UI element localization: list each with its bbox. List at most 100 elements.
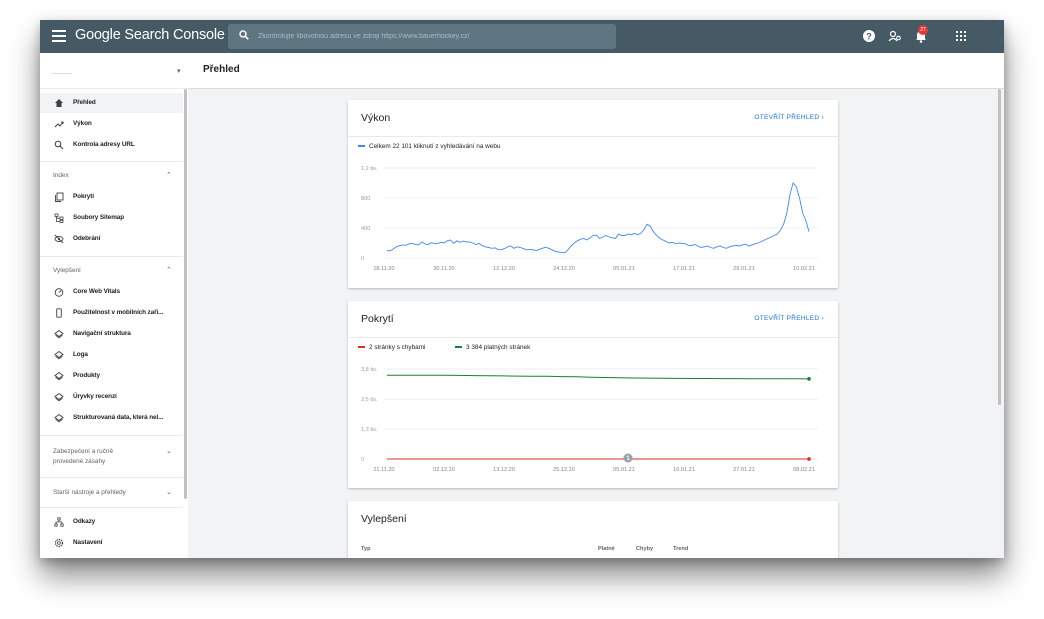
legend-clicks[interactable]: Celkem 22 101 kliknutí z vyhledávání na … bbox=[358, 143, 500, 150]
annotation-marker bbox=[623, 453, 633, 463]
search-icon bbox=[54, 140, 64, 150]
open-coverage-report-link[interactable]: OTEVŘÍT PŘEHLED › bbox=[754, 315, 824, 322]
legend-swatch bbox=[358, 346, 365, 349]
legend-valid[interactable]: 3 384 platných stránek bbox=[455, 344, 530, 351]
series-end-point bbox=[807, 457, 811, 461]
open-performance-report-link[interactable]: OTEVŘÍT PŘEHLED › bbox=[754, 114, 824, 121]
legend-errors[interactable]: 2 stránky s chybami bbox=[358, 344, 425, 351]
chevron-up-icon: ⌃ bbox=[166, 172, 172, 179]
section-legacy-tools[interactable]: Starší nástroje a přehledy ⌄ bbox=[40, 483, 183, 501]
column-header-valid: Platné bbox=[598, 546, 615, 552]
legend-label: 2 stránky s chybami bbox=[369, 344, 426, 351]
sidebar-item-sitemaps[interactable]: Soubory Sitemap bbox=[40, 208, 183, 228]
card-title: Výkon bbox=[361, 112, 391, 124]
x-tick-label: 29.01.21 bbox=[733, 266, 755, 272]
property-placeholder bbox=[52, 73, 72, 74]
link-label: OTEVŘÍT PŘEHLED bbox=[754, 315, 820, 322]
y-tick-label: 3,8 tis. bbox=[361, 367, 378, 373]
sidebar-item-review-snippets[interactable]: Úryvky recenzí bbox=[40, 387, 183, 407]
sidebar-item-label: Strukturovaná data, která nel... bbox=[73, 414, 164, 421]
sidebar-item-products[interactable]: Produkty bbox=[40, 366, 183, 386]
sidebar-item-logos[interactable]: Loga bbox=[40, 345, 183, 365]
coverage-card: Pokrytí OTEVŘÍT PŘEHLED › 2 stránky s ch… bbox=[348, 301, 838, 488]
y-tick-label: 800 bbox=[361, 196, 370, 202]
y-tick-label: 0 bbox=[361, 457, 364, 463]
layers-icon bbox=[54, 350, 64, 360]
section-title: Starší nástroje a přehledy bbox=[53, 489, 126, 496]
help-icon[interactable]: ? bbox=[862, 29, 876, 43]
y-tick-label: 1,2 tis. bbox=[361, 166, 378, 172]
apps-icon[interactable] bbox=[954, 29, 968, 43]
sidebar-item-unparsable-structured-data[interactable]: Strukturovaná data, která nel... bbox=[40, 408, 183, 428]
layers-icon bbox=[54, 392, 64, 402]
sidebar-item-label: Úryvky recenzí bbox=[73, 393, 117, 400]
sidebar-item-label: Přehled bbox=[73, 99, 96, 106]
x-tick-label: 08.02.21 bbox=[793, 467, 815, 473]
performance-chart: 0 400 800 1,2 tis. 18.11.20 30.11.20 12.12.20 2… bbox=[361, 166, 818, 272]
sidebar-item-settings[interactable]: Nastavení bbox=[40, 533, 183, 553]
chevron-down-icon: ⌄ bbox=[166, 448, 172, 455]
page-header: Přehled bbox=[188, 53, 1004, 89]
section-security[interactable]: Zabezpečení a ručně provedené zásahy ⌄ bbox=[40, 442, 183, 470]
sidebar-item-label: Výkon bbox=[73, 120, 92, 127]
notification-badge: 27 bbox=[918, 25, 928, 35]
copy-icon bbox=[55, 192, 64, 202]
main-scrollbar[interactable] bbox=[998, 89, 1001, 405]
performance-card: Výkon OTEVŘÍT PŘEHLED › Celkem 22 101 kl… bbox=[348, 100, 838, 288]
sidebar-item-label: Použitelnost v mobilních zaří... bbox=[73, 309, 164, 316]
search-input[interactable] bbox=[258, 24, 598, 49]
sidebar-item-label: Soubory Sitemap bbox=[73, 214, 125, 221]
sidebar-item-label: Pokrytí bbox=[73, 193, 94, 200]
sidebar-item-links[interactable]: Odkazy bbox=[40, 512, 183, 532]
sidebar-item-label: Kontrola adresy URL bbox=[73, 141, 135, 148]
url-inspection-search[interactable] bbox=[228, 24, 616, 49]
sidebar-item-core-web-vitals[interactable]: Core Web Vitals bbox=[40, 282, 183, 302]
section-index[interactable]: Index ⌃ bbox=[40, 166, 183, 184]
card-title: Vylepšení bbox=[361, 513, 407, 525]
legend-label: 3 384 platných stránek bbox=[466, 344, 531, 351]
legend-swatch bbox=[358, 145, 365, 148]
gauge-icon bbox=[54, 288, 64, 297]
x-tick-label: 24.12.20 bbox=[553, 266, 575, 272]
menu-icon[interactable] bbox=[52, 28, 66, 42]
section-enhancements[interactable]: Vylepšení ⌃ bbox=[40, 261, 183, 279]
enhancements-card: Vylepšení Typ Platné Chyby Trend bbox=[348, 501, 838, 558]
sidebar-item-mobile-usability[interactable]: Použitelnost v mobilních zaří... bbox=[40, 303, 183, 323]
annotation-label: 1 bbox=[626, 456, 630, 462]
series-line bbox=[386, 182, 810, 254]
sidebar: ▾ Přehled Výkon Kontrola adresy URL Inde… bbox=[40, 53, 188, 558]
x-tick-label: 21.11.20 bbox=[373, 467, 394, 473]
sidebar-item-label: Navigační struktura bbox=[73, 330, 131, 337]
divider bbox=[40, 435, 183, 436]
svg-text:?: ? bbox=[866, 31, 872, 41]
section-title: Vylepšení bbox=[53, 267, 81, 274]
users-icon[interactable] bbox=[888, 29, 902, 43]
divider bbox=[40, 507, 183, 508]
sidebar-item-url-inspection[interactable]: Kontrola adresy URL bbox=[40, 135, 183, 155]
chevron-up-icon: ⌃ bbox=[166, 267, 172, 274]
section-title-line: Zabezpečení a ručně bbox=[53, 448, 114, 455]
trending-icon bbox=[54, 121, 64, 128]
sidebar-item-breadcrumbs[interactable]: Navigační struktura bbox=[40, 324, 183, 344]
sidebar-scrollbar[interactable] bbox=[184, 89, 187, 499]
coverage-chart: 0 1,3 tis. 2,5 tis. 3,8 tis. 21.11.20 02.12.2… bbox=[361, 367, 818, 473]
divider bbox=[40, 477, 183, 478]
sidebar-item-label: Nastavení bbox=[73, 539, 103, 546]
legend-label: Celkem 22 101 kliknutí z vyhledávání na … bbox=[369, 143, 501, 150]
x-tick-label: 25.12.20 bbox=[553, 467, 575, 473]
sidebar-item-label: Produkty bbox=[73, 372, 100, 379]
y-tick-label: 400 bbox=[361, 226, 370, 232]
property-selector[interactable]: ▾ bbox=[40, 53, 188, 89]
sidebar-item-vykon[interactable]: Výkon bbox=[40, 114, 183, 134]
x-tick-label: 27.01.21 bbox=[733, 467, 755, 473]
chevron-right-icon: › bbox=[821, 114, 824, 121]
sidebar-item-coverage[interactable]: Pokrytí bbox=[40, 187, 183, 207]
sidebar-item-removals[interactable]: Odebrání bbox=[40, 229, 183, 249]
sidebar-item-label: Loga bbox=[73, 351, 88, 358]
main-content: Přehled Výkon OTEVŘÍT PŘEHLED › Celkem 2… bbox=[188, 53, 1004, 558]
app-title[interactable]: Google Search Console bbox=[75, 27, 225, 43]
column-header-type: Typ bbox=[361, 546, 371, 552]
y-tick-label: 1,3 tis. bbox=[361, 427, 378, 433]
sidebar-item-prehled[interactable]: Přehled bbox=[40, 93, 183, 113]
x-tick-label: 17.01.21 bbox=[673, 266, 695, 272]
